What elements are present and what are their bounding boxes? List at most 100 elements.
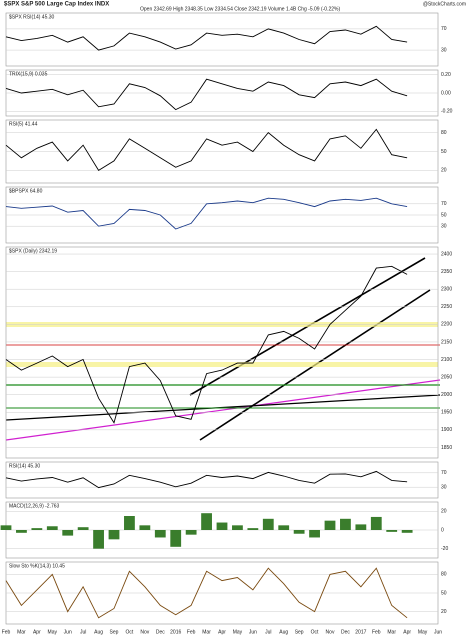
- chart-title: $SPX S&P 500 Large Cap Index INDX: [4, 2, 109, 8]
- bar: [247, 528, 259, 530]
- y-tick-label: 2250: [441, 304, 452, 310]
- y-tick-label: 2200: [441, 322, 452, 328]
- y-tick-label: 2400: [441, 251, 452, 257]
- bar: [355, 524, 367, 530]
- y-tick-label: 2000: [441, 392, 452, 398]
- x-tick-label: Nov: [326, 629, 335, 635]
- panel-title: $BPSPX 64.80: [9, 188, 43, 194]
- y-tick-label: 0: [441, 527, 444, 533]
- x-tick-label: Sep: [295, 629, 304, 635]
- x-tick-label: May: [418, 629, 428, 635]
- x-tick-label: Apr: [218, 629, 226, 635]
- bar: [278, 525, 290, 530]
- x-tick-label: Feb: [2, 629, 11, 635]
- x-tick-label: Jul: [80, 629, 86, 635]
- bar: [262, 518, 274, 530]
- y-tick-label: -0.20: [441, 109, 453, 115]
- y-tick-label: 50: [441, 212, 447, 218]
- panel-title: $SPX (Daily) 2342.19: [9, 248, 57, 254]
- data-line: [5, 25, 408, 51]
- panel-title: RSI(14) 45.30: [9, 463, 40, 469]
- panel-frame: [5, 12, 439, 67]
- bar: [232, 525, 243, 530]
- y-tick-label: 70: [441, 26, 447, 32]
- y-tick-label: 0.00: [441, 90, 451, 96]
- y-tick-label: 20: [441, 509, 447, 515]
- y-tick-label: 70: [441, 201, 447, 207]
- bar: [401, 530, 413, 533]
- y-tick-label: 1850: [441, 445, 452, 451]
- y-tick-label: 0.20: [441, 72, 451, 78]
- x-tick-label: Feb: [372, 629, 381, 635]
- x-tick-label: Apr: [33, 629, 41, 635]
- bar: [340, 518, 351, 530]
- panel-title: $SPX RSI(14) 45.30: [9, 14, 55, 20]
- bar: [170, 530, 182, 547]
- x-tick-label: Nov: [140, 629, 149, 635]
- bar: [139, 525, 151, 530]
- x-tick-label: Oct: [311, 629, 319, 635]
- x-tick-label: Jun: [249, 629, 257, 635]
- data-line: [5, 197, 408, 230]
- quote: Open 2342.69 High 2348.35 Low 2334.54 Cl…: [140, 6, 340, 12]
- source: @StockCharts.com: [423, 1, 466, 7]
- x-tick-label: Sep: [110, 629, 119, 635]
- y-tick-label: 80: [441, 572, 447, 578]
- x-tick-label: May: [233, 629, 243, 635]
- x-tick-label: Apr: [403, 629, 411, 635]
- data-line: [5, 567, 408, 619]
- y-tick-label: 20: [441, 168, 447, 174]
- bar: [154, 530, 166, 538]
- y-tick-label: 20: [441, 609, 447, 615]
- x-tick-label: Dec: [156, 629, 165, 635]
- data-line: [5, 78, 408, 111]
- bar: [46, 526, 58, 530]
- bar: [31, 528, 43, 530]
- y-tick-label: 2150: [441, 339, 452, 345]
- bar: [124, 516, 135, 530]
- y-tick-label: 1950: [441, 410, 452, 416]
- zone: [6, 362, 438, 367]
- panel-title: RSI(5) 41.44: [9, 121, 38, 127]
- bar: [216, 522, 228, 530]
- x-tick-label: Jun: [434, 629, 442, 635]
- bar: [293, 530, 305, 534]
- bar: [93, 530, 104, 549]
- y-tick-label: 50: [441, 149, 447, 155]
- y-tick-label: 2050: [441, 374, 452, 380]
- x-tick-label: May: [48, 629, 58, 635]
- y-tick-label: 30: [441, 47, 447, 53]
- x-tick-label: Feb: [187, 629, 196, 635]
- data-line: [5, 470, 408, 489]
- y-tick-label: -20: [441, 546, 448, 552]
- y-tick-label: 2350: [441, 269, 452, 275]
- x-tick-label: 2017: [355, 629, 366, 635]
- y-tick-label: 2100: [441, 357, 452, 363]
- bar: [62, 530, 74, 536]
- panel-frame: [5, 246, 439, 459]
- panel-title: TRIX(15,9) 0.035: [9, 71, 48, 77]
- x-tick-label: Mar: [202, 629, 211, 635]
- x-tick-label: Mar: [387, 629, 396, 635]
- panel-title: MACD(12,26,9) -2.763: [9, 503, 60, 509]
- y-tick-label: 70: [441, 470, 447, 476]
- x-tick-label: Mar: [17, 629, 26, 635]
- bar: [324, 520, 336, 530]
- bar: [108, 530, 120, 540]
- y-tick-label: 2300: [441, 287, 452, 293]
- bar: [0, 525, 12, 530]
- y-tick-label: 1900: [441, 427, 452, 433]
- x-tick-label: Aug: [94, 629, 103, 635]
- bar: [77, 527, 89, 530]
- x-tick-label: Jun: [64, 629, 72, 635]
- x-tick-label: Jul: [265, 629, 271, 635]
- panel-frame: [5, 461, 439, 499]
- x-tick-label: 2016: [170, 629, 181, 635]
- bar: [185, 530, 197, 535]
- y-tick-label: 50: [441, 590, 447, 596]
- panel-title: Slow Sto %K(14,3) 10.45: [9, 563, 65, 569]
- data-line: [5, 265, 408, 424]
- bar: [386, 530, 398, 532]
